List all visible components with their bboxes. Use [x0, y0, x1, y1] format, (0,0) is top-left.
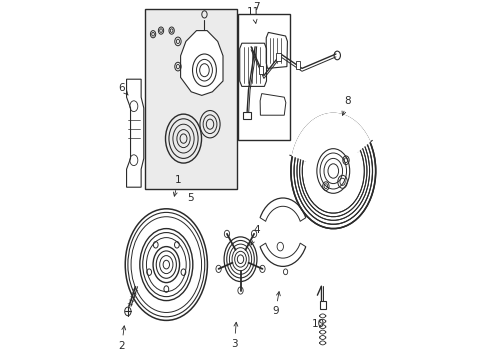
Bar	[319, 301, 325, 309]
Polygon shape	[180, 31, 223, 95]
Bar	[145, 9, 236, 189]
Bar	[276, 53, 280, 61]
Text: 11: 11	[246, 7, 260, 23]
Polygon shape	[292, 113, 369, 171]
Text: 4: 4	[250, 225, 259, 245]
Text: 3: 3	[231, 322, 237, 349]
Bar	[243, 112, 251, 119]
Text: 5: 5	[187, 193, 194, 203]
Bar	[295, 61, 300, 69]
Text: 2: 2	[118, 326, 125, 351]
Bar	[237, 14, 289, 140]
Text: 9: 9	[272, 292, 280, 316]
Text: 7: 7	[252, 2, 259, 12]
Text: 1: 1	[173, 175, 181, 196]
Text: 10: 10	[311, 319, 324, 329]
Text: 6: 6	[119, 83, 128, 95]
Text: 8: 8	[341, 96, 350, 115]
Bar	[259, 66, 263, 73]
